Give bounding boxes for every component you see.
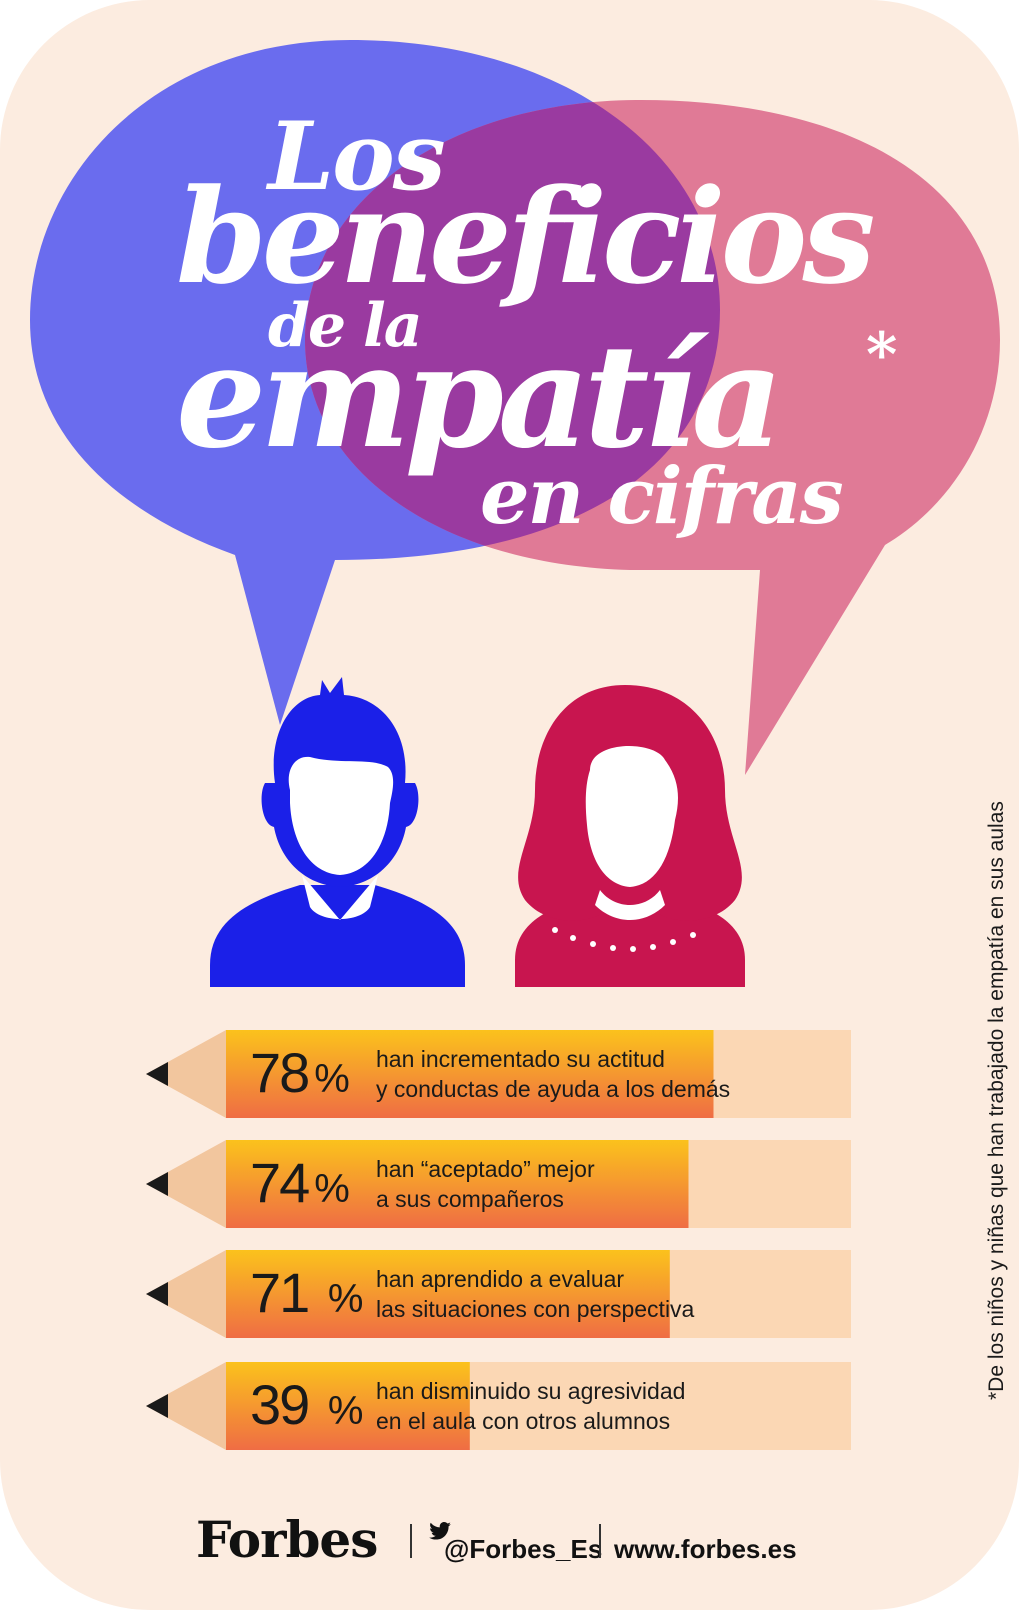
stat-value: 78	[250, 1041, 310, 1104]
pencil-fill	[226, 1030, 714, 1118]
stat-text: han incrementado su actitud y conductas …	[376, 1044, 730, 1104]
bubble-overlap	[305, 100, 720, 725]
boy-avatar-icon	[210, 677, 465, 987]
stat-pencil: 74% han “aceptado” mejor a sus compañero…	[146, 1140, 873, 1228]
footer: Forbes @Forbes_Es www.forbes.es	[196, 1510, 836, 1570]
stat-line-2: y conductas de ayuda a los demás	[376, 1076, 731, 1102]
pencil-fill	[226, 1362, 470, 1450]
stat-line-1: han “aceptado” mejor	[376, 1156, 595, 1182]
title-line-4: empatía	[176, 314, 783, 480]
title-line-5: en cifras	[480, 451, 844, 542]
stat-percentage: 39 %	[250, 1372, 364, 1437]
stat-percentage: 78%	[250, 1040, 350, 1105]
stat-text: han aprendido a evaluar las situaciones …	[376, 1264, 694, 1324]
stat-line-2: las situaciones con perspectiva	[376, 1296, 695, 1322]
stat-percentage: 74%	[250, 1150, 350, 1215]
stat-text: han “aceptado” mejor a sus compañeros	[376, 1154, 595, 1214]
pencil-icon	[146, 1140, 851, 1228]
stat-value: 39	[250, 1373, 322, 1436]
pencil-icon	[146, 1030, 851, 1118]
stat-value: 71	[250, 1261, 322, 1324]
stat-pencil: 71 % han aprendido a evaluar las situaci…	[146, 1250, 873, 1338]
pencil-fill	[226, 1140, 689, 1228]
footer-divider	[599, 1524, 601, 1558]
footer-divider	[410, 1524, 412, 1558]
pencil-fill	[226, 1250, 670, 1338]
stat-unit: %	[327, 1277, 364, 1321]
stat-line-1: han incrementado su actitud	[376, 1046, 665, 1072]
pencil-icon	[146, 1250, 851, 1338]
twitter-bird-icon[interactable]	[429, 1522, 451, 1540]
stat-unit: %	[327, 1389, 364, 1433]
website-link[interactable]: www.forbes.es	[614, 1534, 797, 1564]
stat-line-1: han aprendido a evaluar	[376, 1266, 625, 1292]
footnote: *De los niños y niñas que han trabajado …	[985, 801, 1008, 1400]
stat-percentage: 71 %	[250, 1260, 364, 1325]
twitter-handle[interactable]: @Forbes_Es	[444, 1534, 603, 1564]
stat-pencil: 39 % han disminuido su agresividad en el…	[146, 1362, 873, 1450]
stat-pencil: 78% han incrementado su actitud y conduc…	[146, 1030, 873, 1118]
stat-unit: %	[314, 1167, 350, 1211]
girl-avatar-icon	[515, 685, 745, 987]
stat-line-2: a sus compañeros	[376, 1186, 564, 1212]
forbes-logo: Forbes	[196, 1510, 378, 1569]
stat-line-1: han disminuido su agresividad	[376, 1378, 686, 1404]
stat-line-2: en el aula con otros alumnos	[376, 1408, 671, 1434]
title-asterisk: *	[866, 320, 898, 390]
title: Los beneficios de la empatía * en cifras	[0, 0, 1019, 560]
title-line-1: Los	[268, 102, 446, 212]
stat-value: 74	[250, 1151, 310, 1214]
stat-unit: %	[314, 1057, 350, 1101]
pencil-icon	[146, 1362, 851, 1450]
stat-text: han disminuido su agresividad en el aula…	[376, 1376, 685, 1436]
title-line-2: beneficios	[176, 160, 876, 313]
title-line-3: de la	[268, 291, 423, 361]
